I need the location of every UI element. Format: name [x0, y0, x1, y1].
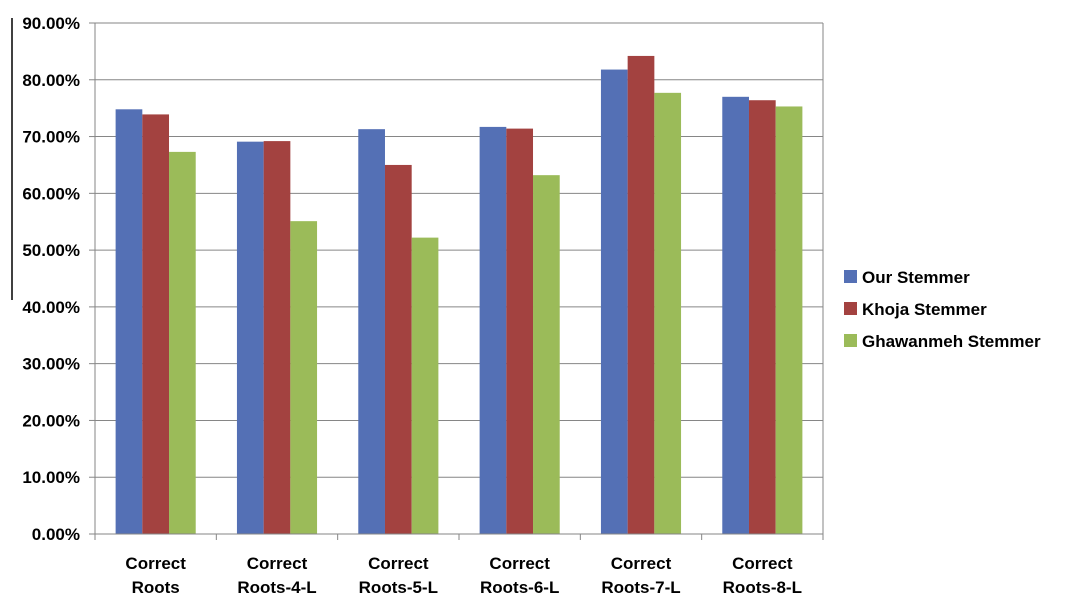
legend-swatch — [844, 302, 857, 315]
y-tick-label: 80.00% — [22, 71, 80, 90]
x-category-label: Correct — [489, 554, 550, 573]
bar — [411, 237, 439, 534]
bar — [384, 164, 412, 534]
x-axis-category-labels: Correct Roots Correct Roots-4-L Correct Roots… — [125, 554, 802, 596]
x-category-label: Roots-7-L — [601, 578, 680, 596]
bar — [115, 109, 143, 535]
x-category-label: Roots-5-L — [359, 578, 438, 596]
bar — [533, 175, 560, 535]
y-tick-label: 30.00% — [22, 355, 80, 374]
bar — [263, 141, 291, 534]
bar — [506, 128, 534, 534]
y-tick-label: 20.00% — [22, 411, 80, 430]
bar — [169, 151, 196, 534]
bar — [236, 141, 264, 534]
bar — [142, 114, 170, 534]
x-category-label: Roots-6-L — [480, 578, 559, 596]
x-category-label: Roots-8-L — [723, 578, 802, 596]
gridlines — [95, 22, 823, 478]
x-category-label: Correct — [611, 554, 672, 573]
y-tick-label: 50.00% — [22, 241, 80, 260]
x-category-label: Correct — [732, 554, 793, 573]
bar — [722, 96, 749, 535]
y-tick-label: 10.00% — [22, 468, 80, 487]
bar — [748, 100, 776, 535]
y-axis-tick-labels: 0.00% 10.00% 20.00% 30.00% 40.00% 50.00% 60.00… — [22, 14, 80, 544]
x-category-label: Correct — [368, 554, 429, 573]
bar — [627, 55, 655, 534]
bar — [600, 69, 628, 535]
x-category-label: Correct — [247, 554, 308, 573]
axes — [11, 18, 824, 540]
x-category-label: Roots — [132, 578, 180, 596]
legend-label: Khoja Stemmer — [862, 300, 987, 319]
bars — [115, 55, 803, 535]
bar — [479, 126, 507, 535]
y-tick-label: 0.00% — [32, 525, 80, 544]
legend-swatch — [844, 270, 857, 283]
legend: Our Stemmer Khoja Stemmer Ghawanmeh Stemme… — [844, 268, 1041, 351]
y-tick-label: 40.00% — [22, 298, 80, 317]
bar — [290, 221, 318, 534]
x-category-label: Correct — [125, 554, 186, 573]
bar — [775, 106, 803, 535]
bar — [358, 129, 385, 534]
y-tick-label: 70.00% — [22, 128, 80, 147]
legend-swatch — [844, 334, 857, 347]
x-category-label: Roots-4-L — [237, 578, 316, 596]
legend-label: Our Stemmer — [862, 268, 970, 287]
bar — [654, 92, 682, 534]
legend-label: Ghawanmeh Stemmer — [862, 332, 1041, 351]
y-tick-label: 90.00% — [22, 14, 80, 33]
y-tick-label: 60.00% — [22, 184, 80, 203]
